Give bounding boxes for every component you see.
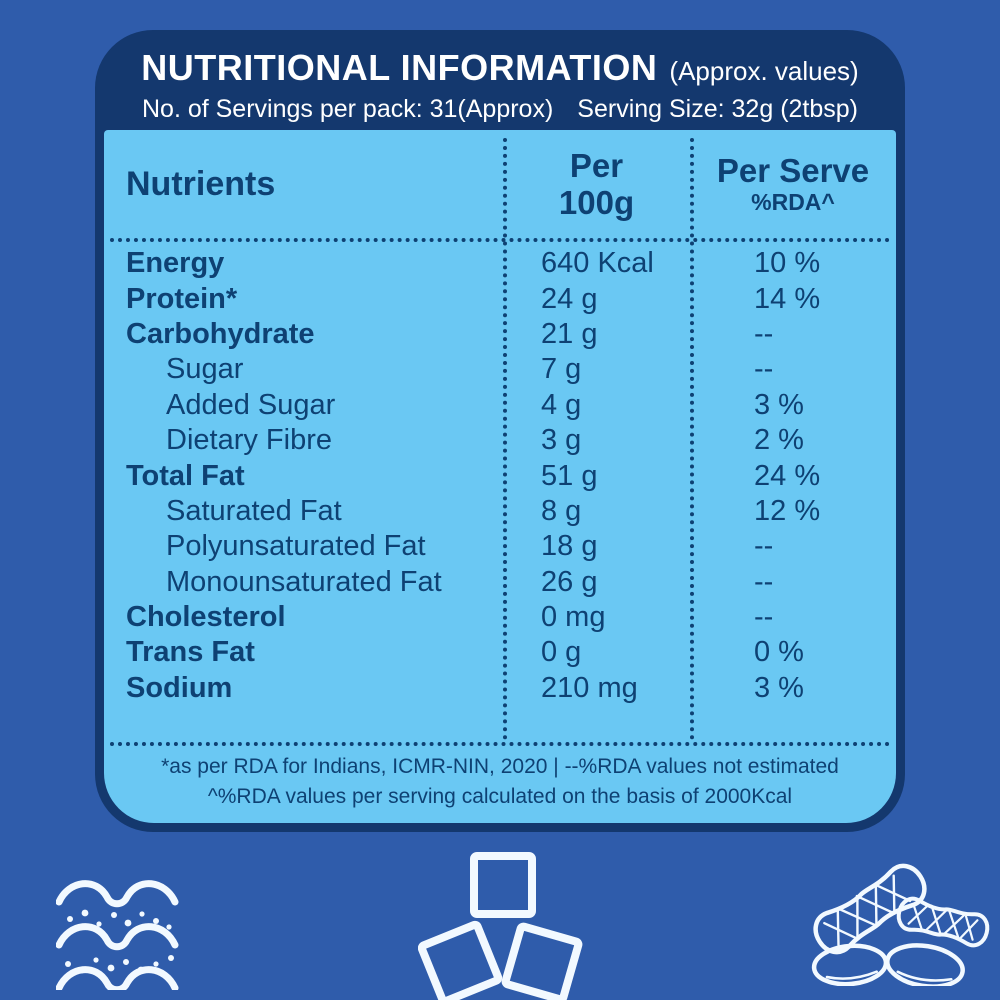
nutrient-label: Monounsaturated Fat [166, 565, 442, 598]
table-row: Saturated Fat 8 g 12 % [104, 494, 896, 529]
per-100g-value: 21 g [541, 317, 598, 350]
rda-value: 2 % [754, 424, 804, 457]
nutrient-label: Saturated Fat [166, 494, 342, 527]
footnote-divider-dotted [110, 742, 890, 746]
per-100g-value: 0 mg [541, 601, 606, 634]
column-divider-1 [503, 138, 507, 740]
nutrient-label: Carbohydrate [126, 317, 315, 350]
nutrient-label: Sugar [166, 353, 244, 386]
per-serve-line1: Per Serve [716, 152, 870, 189]
footnote-rda-basis: ^%RDA values per serving calculated on t… [207, 785, 793, 808]
column-divider-2 [690, 138, 694, 740]
per-100g-value: 8 g [541, 494, 582, 527]
column-header-nutrients: Nutrients [126, 164, 276, 203]
nutrient-label: Added Sugar [166, 388, 336, 421]
per-100g-value: 7 g [541, 353, 582, 386]
table-row: Monounsaturated Fat 26 g -- [104, 565, 896, 600]
table-column-headers: Nutrients Per 100g Per Serve %RDA^ [104, 130, 896, 238]
table-row: Energy 640 Kcal 10 % [104, 246, 896, 281]
nutrition-table-panel: Nutrients Per 100g Per Serve %RDA^ Energ… [104, 130, 896, 823]
nutrient-label: Sodium [126, 671, 233, 704]
table-row: Sodium 210 mg 3 % [104, 671, 896, 706]
table-row: Total Fat 51 g 24 % [104, 458, 896, 493]
rda-value: -- [754, 565, 774, 598]
peanuts-icon [811, 863, 990, 986]
per-100g-value: 24 g [541, 282, 598, 315]
nutrient-label: Dietary Fibre [166, 424, 332, 457]
rda-value: 3 % [754, 388, 804, 421]
rda-value: 12 % [754, 494, 821, 527]
card-header: NUTRITIONAL INFORMATION (Approx. values)… [95, 30, 905, 130]
nutrient-label: Trans Fat [126, 636, 255, 669]
nutrient-rows: Energy 640 Kcal 10 % Protein* 24 g 14 % … [104, 246, 896, 706]
per-100g-value: 4 g [541, 388, 582, 421]
nutrient-label: Energy [126, 247, 225, 280]
rda-value: -- [754, 530, 774, 563]
servings-line: No. of Servings per pack: 31(Approx) Ser… [142, 95, 858, 124]
column-header-per-100g: Per 100g [503, 130, 690, 238]
nutrient-label: Protein* [126, 282, 238, 315]
per-100g-value: 51 g [541, 459, 598, 492]
rda-value: 14 % [754, 282, 821, 315]
footnotes: *as per RDA for Indians, ICMR-NIN, 2020 … [104, 752, 896, 812]
per-100g-line1: Per [569, 147, 624, 184]
rda-value: -- [754, 601, 774, 634]
per-100g-value: 26 g [541, 565, 598, 598]
rda-value: -- [754, 317, 774, 350]
rda-value: 0 % [754, 636, 804, 669]
page-title: NUTRITIONAL INFORMATION [141, 46, 658, 88]
per-100g-value: 210 mg [541, 671, 638, 704]
table-row: Dietary Fibre 3 g 2 % [104, 423, 896, 458]
per-serve-rda-line2: %RDA^ [751, 189, 835, 215]
title-approx-note: (Approx. values) [669, 55, 859, 86]
table-row: Polyunsaturated Fat 18 g -- [104, 529, 896, 564]
nutrient-label: Total Fat [126, 459, 245, 492]
nutrition-card: NUTRITIONAL INFORMATION (Approx. values)… [95, 30, 905, 832]
nutrient-label: Polyunsaturated Fat [166, 530, 426, 563]
per-100g-value: 18 g [541, 530, 598, 563]
table-row: Sugar 7 g -- [104, 352, 896, 387]
column-header-per-serve: Per Serve %RDA^ [690, 130, 896, 238]
header-divider-dotted [110, 238, 890, 242]
rda-value: 10 % [754, 247, 821, 280]
rda-value: -- [754, 353, 774, 386]
footnote-rda-source: *as per RDA for Indians, ICMR-NIN, 2020 … [161, 755, 839, 778]
sugar-cubes-icon [418, 852, 583, 1000]
rda-value: 24 % [754, 459, 821, 492]
servings-per-pack: No. of Servings per pack: 31(Approx) [141, 94, 554, 123]
title-line: NUTRITIONAL INFORMATION (Approx. values) [141, 47, 858, 89]
table-row: Carbohydrate 21 g -- [104, 317, 896, 352]
per-100g-value: 640 Kcal [541, 247, 654, 280]
table-row: Protein* 24 g 14 % [104, 281, 896, 316]
per-100g-value: 0 g [541, 636, 582, 669]
per-100g-value: 3 g [541, 424, 582, 457]
table-row: Cholesterol 0 mg -- [104, 600, 896, 635]
serving-size: Serving Size: 32g (2tbsp) [577, 94, 858, 123]
nutrient-label: Cholesterol [126, 601, 286, 634]
table-row: Trans Fat 0 g 0 % [104, 635, 896, 670]
per-100g-line2: 100g [558, 184, 635, 221]
waves-icon [56, 880, 179, 990]
rda-value: 3 % [754, 671, 804, 704]
table-row: Added Sugar 4 g 3 % [104, 388, 896, 423]
